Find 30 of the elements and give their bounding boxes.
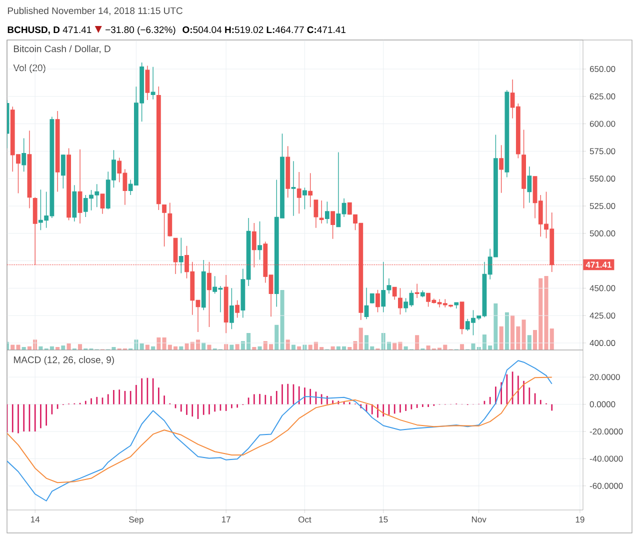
x-tick-label: Nov — [472, 516, 486, 522]
y-tick-label: 550.00 — [590, 176, 616, 182]
x-tick-label: 19 — [576, 516, 584, 523]
text: O:504.04 H:519.02 L:464.77 C:471.41 — [182, 26, 346, 34]
x-tick-label: 15 — [379, 516, 388, 522]
y-tick-label: -40.0000 — [590, 456, 623, 462]
y-tick-label: 525.00 — [590, 203, 616, 210]
chart-title: Vol (20) — [13, 64, 46, 74]
x-tick-label: 17 — [222, 516, 230, 522]
text: BCHUSD, D 471.41 — [8, 26, 92, 34]
x-tick-label: Sep — [129, 516, 144, 524]
y-tick-label: 625.00 — [590, 93, 616, 100]
text: Published November 14, 2018 11:15 UTC — [8, 7, 182, 16]
y-tick-label: 0.0000 — [590, 401, 616, 408]
chart-title: Bitcoin Cash / Dollar, D — [14, 45, 110, 54]
y-tick-label: -20.0000 — [590, 428, 623, 434]
y-tick-label: -60.0000 — [590, 482, 623, 489]
y-tick-label: 425.00 — [590, 312, 616, 319]
x-tick-label: Oct — [298, 516, 312, 523]
y-tick-label: 400.00 — [590, 340, 616, 346]
y-tick-label: 575.00 — [590, 148, 616, 154]
y-tick-label: 600.00 — [590, 120, 616, 127]
y-tick-label: 650.00 — [590, 66, 616, 72]
text: −31.80 (−6.32%) — [106, 26, 176, 35]
y-tick-label: 500.00 — [590, 230, 616, 236]
y-tick-label: 20.0000 — [590, 374, 620, 380]
ref-line-label: 471.41 — [586, 262, 612, 268]
y-tick-label: 450.00 — [590, 285, 616, 292]
x-tick-label: 14 — [31, 516, 40, 522]
text: MACD (12, 26, close, 9) — [14, 356, 114, 366]
